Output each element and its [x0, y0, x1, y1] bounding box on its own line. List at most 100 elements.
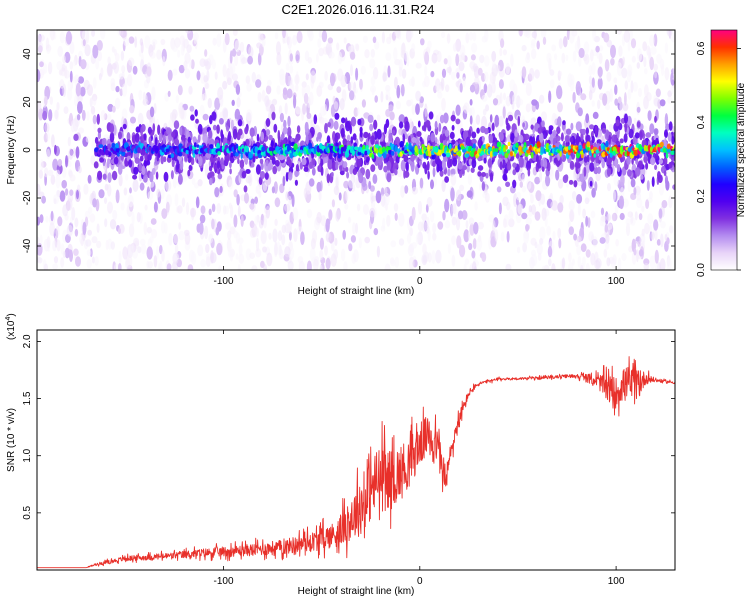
heat-cell: [213, 164, 218, 170]
heat-cell: [392, 129, 396, 135]
heat-cell: [551, 112, 557, 127]
heat-cell: [81, 30, 88, 41]
heat-cell: [666, 257, 672, 270]
heat-cell: [271, 186, 275, 194]
heat-cell: [386, 214, 391, 227]
heat-cell: [73, 133, 79, 141]
heat-cell: [517, 203, 524, 215]
heat-cell: [358, 172, 364, 184]
heat-cell: [634, 211, 638, 221]
heat-cell: [592, 111, 599, 119]
heat-cell: [554, 53, 558, 61]
heat-cell: [531, 204, 537, 215]
heat-cell: [188, 149, 192, 155]
heat-cell: [87, 206, 93, 214]
heat-cell: [331, 199, 335, 208]
heat-cell: [409, 30, 414, 38]
heat-cell: [357, 151, 362, 156]
heat-cell: [536, 40, 540, 50]
heat-cell: [55, 225, 60, 237]
heat-cell: [189, 105, 195, 112]
heat-cell: [165, 201, 170, 213]
heat-cell: [587, 217, 591, 228]
heat-cell: [121, 65, 126, 74]
heat-cell: [156, 245, 159, 260]
heat-cell: [400, 185, 405, 198]
heat-cell: [616, 30, 622, 35]
heat-cell: [447, 243, 451, 255]
heat-cell: [320, 105, 326, 117]
heat-cell: [386, 173, 392, 183]
heat-cell: [149, 51, 156, 59]
heat-cell: [477, 221, 484, 230]
heat-cell: [477, 171, 482, 177]
heat-cell: [347, 216, 352, 224]
heat-cell: [350, 64, 353, 77]
heat-cell: [174, 193, 179, 207]
heat-cell: [340, 248, 346, 262]
snr-y-tick-label: 1.0: [22, 448, 33, 462]
heat-cell: [206, 69, 210, 82]
heat-cell: [469, 115, 473, 125]
heat-cell: [411, 137, 417, 143]
heat-cell: [464, 258, 470, 265]
heat-cell: [320, 215, 327, 227]
heat-cell: [643, 56, 647, 68]
heat-cell: [525, 54, 531, 64]
heat-cell: [359, 126, 363, 133]
heat-cell: [184, 152, 188, 162]
heat-cell: [564, 174, 569, 181]
heat-cell: [609, 88, 613, 103]
spectrogram-y-axis-label: Frequency (Hz): [6, 116, 17, 185]
heat-cell: [62, 204, 69, 217]
heat-cell: [222, 64, 227, 78]
heat-cell: [465, 153, 470, 157]
colorbar-gradient: [710, 29, 738, 271]
heat-cell: [563, 36, 568, 48]
heat-cell: [64, 247, 70, 259]
heat-cell: [335, 161, 339, 171]
heat-cell: [568, 179, 574, 185]
heat-cell: [254, 215, 259, 225]
heat-cell: [352, 133, 357, 141]
heat-cell: [118, 131, 122, 140]
heat-cell: [166, 263, 172, 270]
heat-cell: [331, 242, 335, 252]
heat-cell: [241, 57, 248, 64]
heat-cell: [481, 172, 487, 177]
heat-cell: [436, 85, 443, 94]
heat-cell: [136, 212, 141, 223]
heat-cell: [60, 257, 65, 268]
heat-cell: [105, 239, 109, 250]
heat-cell: [557, 202, 564, 213]
heat-cell: [519, 30, 523, 37]
heat-cell: [78, 165, 82, 174]
heat-cell: [463, 263, 467, 270]
heat-cell: [319, 249, 324, 260]
heat-cell: [115, 189, 120, 204]
snr-scale-label: (x104): [5, 313, 17, 340]
heat-cell: [257, 52, 262, 66]
heat-cell: [53, 194, 60, 205]
heat-cell: [496, 141, 502, 148]
heat-cell: [666, 143, 671, 150]
colorbar-tick-label: 0.0: [696, 263, 707, 277]
heat-cell: [362, 35, 368, 43]
heat-cell: [67, 136, 71, 147]
heat-cell: [115, 52, 120, 62]
heat-cell: [188, 164, 193, 171]
heat-cell: [249, 203, 255, 210]
heat-cell: [644, 68, 648, 75]
heat-cell: [146, 260, 150, 269]
heat-cell: [666, 148, 671, 153]
heat-cell: [472, 31, 477, 42]
heat-cell: [74, 228, 79, 237]
heat-cell: [617, 153, 622, 158]
heat-cell: [227, 245, 234, 258]
spectrogram-y-tick-label: 40: [22, 48, 33, 60]
heat-cell: [367, 114, 374, 124]
heat-cell: [621, 67, 628, 79]
heat-cell: [451, 139, 456, 145]
heat-cell: [470, 150, 475, 158]
heat-cell: [255, 227, 259, 238]
